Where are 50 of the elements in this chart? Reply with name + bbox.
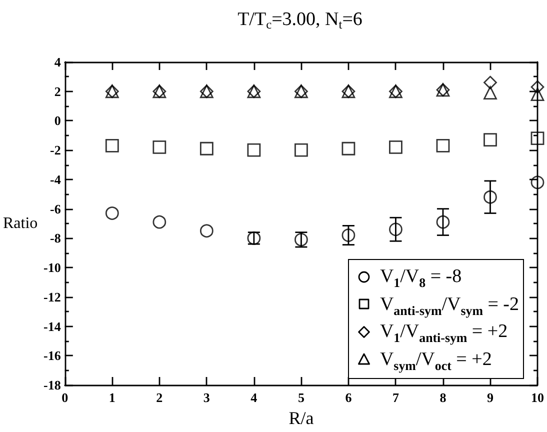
x-tick-label: 3 — [203, 390, 210, 405]
y-tick-label: -12 — [44, 289, 61, 304]
point — [342, 228, 356, 242]
legend-label: V$_{1}$/V$_{8}$ = -8 — [380, 266, 462, 290]
x-tick-label: 7 — [392, 390, 400, 405]
x-axis-title: R/a — [288, 408, 314, 428]
y-tick-label: -10 — [44, 260, 61, 276]
chart-title: T/T$_{c}$=3.00, N$_{t}$=6 — [238, 9, 362, 32]
legend-label: V$_{sym}$/V$_{oct}$ = +2 — [380, 348, 492, 373]
y-tick-label: -16 — [44, 348, 62, 364]
point — [484, 86, 497, 100]
point — [152, 140, 166, 154]
point — [436, 215, 450, 229]
legend-label: V$_{anti-sym}$/V$_{sym}$ = -2 — [380, 294, 519, 318]
legend-label: V$_{1}$/V$_{anti-sym}$ = +2 — [380, 321, 508, 346]
point — [152, 215, 166, 229]
point — [389, 222, 402, 236]
y-tick-label: -4 — [50, 172, 62, 187]
point — [105, 206, 119, 220]
y-tick-label: 2 — [54, 84, 61, 99]
point — [342, 142, 356, 156]
point — [530, 132, 544, 146]
y-tick-label: -18 — [44, 378, 62, 392]
point — [200, 224, 214, 238]
point — [436, 138, 450, 152]
x-tick-label: 2 — [156, 390, 163, 405]
x-tick-label: 4 — [250, 390, 258, 405]
point — [105, 138, 119, 152]
y-tick-label: -6 — [50, 201, 62, 216]
point — [530, 88, 544, 101]
point — [294, 143, 308, 157]
point — [484, 190, 497, 204]
y-tick-label: -8 — [50, 230, 62, 246]
x-tick-label: 10 — [531, 390, 544, 405]
x-tick-label: 9 — [486, 390, 494, 405]
x-tick-label: 1 — [108, 390, 116, 405]
point — [530, 176, 544, 190]
point — [200, 142, 214, 156]
point — [247, 143, 261, 157]
point — [389, 140, 402, 154]
y-tick-label: -2 — [50, 142, 61, 158]
y-tick-label: 0 — [54, 113, 61, 128]
point — [484, 133, 497, 147]
x-tick-label: 8 — [440, 390, 447, 405]
point — [484, 76, 497, 90]
y-tick-label: 4 — [54, 54, 62, 70]
x-tick-label: 6 — [345, 390, 352, 405]
y-axis-title: Ratio — [2, 215, 38, 232]
y-tick-label: -14 — [44, 318, 62, 334]
x-tick-label: 5 — [298, 390, 305, 405]
